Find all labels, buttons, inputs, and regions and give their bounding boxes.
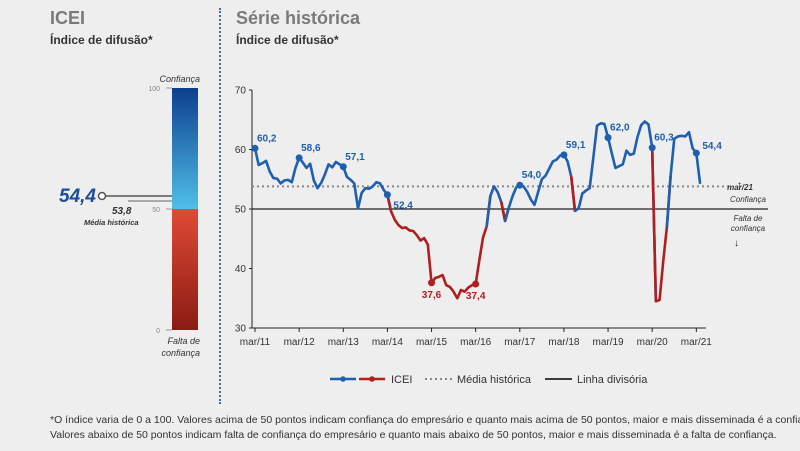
x-tick-label: mar/11 <box>240 337 271 348</box>
legend-red-marker <box>369 376 375 382</box>
data-label: 57,1 <box>345 152 365 163</box>
x-tick-label: mar/12 <box>284 337 316 348</box>
x-tick-label: mar/13 <box>328 337 360 348</box>
gauge-tick-label-0: 0 <box>156 328 160 335</box>
footnote-line-1: *O índice varia de 0 a 100. Valores acim… <box>50 414 800 426</box>
right-panel-title: Série histórica <box>236 8 361 28</box>
side-confidence-label: Confiança <box>730 195 767 204</box>
legend-blue-marker <box>340 376 346 382</box>
data-point-marker <box>472 280 480 288</box>
side-lack-label-2: confiança <box>731 224 766 233</box>
legend-divisor-label: Linha divisória <box>577 374 648 386</box>
data-label: 59,1 <box>566 140 586 151</box>
data-label: 37,6 <box>422 290 442 301</box>
side-lack-label-1: Falta de <box>734 214 763 223</box>
x-tick-label: mar/19 <box>592 337 624 348</box>
footnote-line-2: Valores abaixo de 50 pontos indicam falt… <box>50 429 777 441</box>
data-label: 58,6 <box>301 143 321 154</box>
x-tick-label: mar/21 <box>681 337 713 348</box>
gauge-bottom-label-1: Falta de <box>167 336 200 346</box>
data-point-marker <box>604 134 612 142</box>
data-label: 60,2 <box>257 133 277 144</box>
gauge-svg: Confiança 100 50 0 Falta de confiança 54… <box>59 74 200 358</box>
x-tick-label: mar/15 <box>416 337 448 348</box>
data-point-marker <box>692 149 700 157</box>
x-tick-label: mar/16 <box>460 337 492 348</box>
data-point-marker <box>251 144 259 152</box>
gauge-lack-bar <box>172 209 198 330</box>
y-tick-label: 30 <box>235 324 247 335</box>
data-label: 62,0 <box>610 123 630 134</box>
reference-lines <box>252 185 768 210</box>
line-chart: 30 40 50 60 70 mar/11 mar/12 mar/13 mar/14 mar/15… <box>235 86 768 386</box>
series-line-confidence <box>503 153 577 223</box>
gauge-tick-label-100: 100 <box>148 86 160 93</box>
legend: ICEI Média histórica Linha divisória <box>330 374 648 386</box>
gauge-mean-value: 53,8 <box>112 206 132 217</box>
legend-icei-label: ICEI <box>391 374 412 386</box>
data-point-marker <box>560 151 568 159</box>
data-point-marker <box>339 163 347 171</box>
x-tick-label: mar/14 <box>372 337 404 348</box>
gauge-bottom-label-2: confiança <box>161 348 200 358</box>
data-point-marker <box>383 191 391 199</box>
data-label: 37,4 <box>466 291 486 302</box>
gauge-current-value: 54,4 <box>59 186 96 207</box>
chart-axes: 30 40 50 60 70 mar/11 mar/12 mar/13 mar/14 mar/15… <box>235 86 712 349</box>
x-tick-label: mar/18 <box>548 337 580 348</box>
gauge-mean-label: Média histórica <box>84 218 139 227</box>
data-label: 60,3 <box>654 133 674 144</box>
data-point-marker <box>428 279 436 287</box>
left-panel-subtitle: Índice de difusão* <box>50 33 153 47</box>
side-last-date: mar/21 <box>727 183 753 192</box>
series-line-confidence <box>665 130 702 229</box>
gauge-top-label: Confiança <box>159 74 200 84</box>
left-panel-title: ICEI <box>50 8 86 28</box>
data-label: 54,0 <box>522 170 542 181</box>
x-tick-label: mar/17 <box>504 337 536 348</box>
legend-mean-label: Média histórica <box>457 374 532 386</box>
gauge-tick-label-50: 50 <box>152 207 160 214</box>
y-tick-label: 50 <box>235 205 247 216</box>
series-line-confidence <box>253 147 393 213</box>
panel-divider <box>219 8 221 404</box>
y-tick-label: 60 <box>235 145 247 156</box>
gauge-confidence-bar <box>172 88 198 209</box>
data-point-marker <box>516 181 524 189</box>
y-tick-label: 40 <box>235 264 247 275</box>
side-labels: mar/21 ↑ Confiança Falta de confiança ↓ <box>727 180 766 249</box>
x-tick-label: mar/20 <box>637 337 669 348</box>
data-labels: 60,2 58,6 57,1 52,4 37,6 37,4 54,0 59,1 62,0 60,3… <box>251 123 722 302</box>
series-lines <box>253 120 702 303</box>
arrow-down-icon: ↓ <box>734 238 739 249</box>
series-line-lack <box>569 175 580 213</box>
y-tick-label: 70 <box>235 86 247 97</box>
data-label: 52,4 <box>393 201 413 212</box>
series-line-confidence <box>573 120 658 303</box>
arrow-up-icon: ↑ <box>737 180 742 191</box>
data-point-marker <box>295 154 303 162</box>
data-label: 54,4 <box>702 141 722 152</box>
right-panel-subtitle: Índice de difusão* <box>236 33 339 47</box>
data-point-marker <box>648 144 656 152</box>
